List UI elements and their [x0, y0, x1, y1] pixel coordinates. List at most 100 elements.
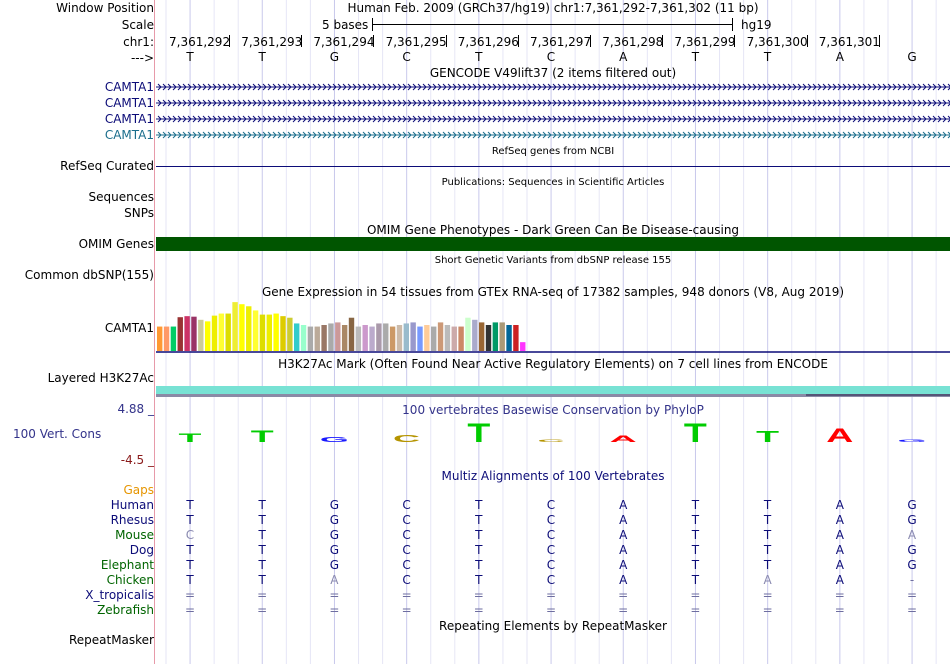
publications-track-label[interactable]: Sequences: [88, 190, 154, 204]
gtex-bar-chart[interactable]: [156, 299, 950, 355]
refseq-gene-line[interactable]: [156, 166, 950, 167]
omim-track-title[interactable]: OMIM Gene Phenotypes - Dark Green Can Be…: [366, 223, 740, 237]
gtex-tissue-bar[interactable]: [369, 326, 375, 351]
multiz-species-label[interactable]: Mouse: [115, 528, 154, 542]
gtex-track-label[interactable]: CAMTA1: [104, 321, 154, 335]
position-tick: [806, 35, 808, 47]
multiz-species-label[interactable]: Rhesus: [110, 513, 154, 527]
gtex-tissue-bar[interactable]: [403, 323, 409, 351]
multiz-species-label[interactable]: Dog: [129, 543, 154, 557]
gencode-gene-label[interactable]: CAMTA1: [104, 96, 154, 110]
gtex-tissue-bar[interactable]: [259, 314, 266, 351]
gtex-tissue-bar[interactable]: [506, 325, 512, 351]
multiz-species-label[interactable]: Human: [110, 498, 154, 512]
gtex-tissue-bar[interactable]: [431, 326, 437, 351]
gtex-tissue-bar[interactable]: [225, 313, 231, 351]
gtex-tissue-bar[interactable]: [437, 322, 444, 351]
conservation-track-title[interactable]: 100 vertebrates Basewise Conservation by…: [402, 403, 704, 417]
gtex-track-title[interactable]: Gene Expression in 54 tissues from GTEx …: [261, 285, 845, 299]
gencode-gene-line[interactable]: [156, 114, 950, 124]
gtex-tissue-bar[interactable]: [328, 323, 334, 351]
gtex-tissue-bar[interactable]: [451, 326, 457, 351]
gtex-tissue-bar[interactable]: [232, 302, 238, 351]
omim-track-label[interactable]: OMIM Genes: [78, 237, 154, 251]
multiz-species-label[interactable]: X_tropicalis: [85, 588, 154, 602]
gencode-gene-label[interactable]: CAMTA1: [104, 80, 154, 94]
conservation-track-label[interactable]: 100 Vert. Cons: [13, 427, 102, 441]
gtex-tissue-bar[interactable]: [389, 326, 396, 351]
gtex-tissue-bar[interactable]: [472, 319, 478, 351]
gtex-tissue-bar[interactable]: [520, 342, 526, 351]
gtex-tissue-bar[interactable]: [417, 326, 423, 351]
gencode-gene-line[interactable]: [156, 82, 950, 92]
gtex-tissue-bar[interactable]: [478, 322, 485, 351]
chrom-label: chr1:: [123, 35, 154, 49]
gtex-tissue-bar[interactable]: [163, 326, 170, 351]
refseq-track-title[interactable]: RefSeq genes from NCBI: [491, 146, 615, 157]
gencode-gene-line[interactable]: [156, 130, 950, 140]
gtex-tissue-bar[interactable]: [280, 316, 286, 351]
gencode-gene-label[interactable]: CAMTA1: [104, 112, 154, 126]
gtex-tissue-bar[interactable]: [355, 326, 362, 351]
h3k27ac-signal-band[interactable]: [156, 386, 950, 394]
gtex-tissue-bar[interactable]: [424, 325, 430, 351]
gencode-gene-line[interactable]: [156, 98, 950, 108]
h3k27ac-track-label[interactable]: Layered H3K27Ac: [47, 371, 154, 385]
gtex-tissue-bar[interactable]: [184, 316, 190, 351]
window-position-label: Window Position: [56, 1, 154, 15]
snps-label[interactable]: SNPs: [124, 206, 154, 220]
gtex-tissue-bar[interactable]: [300, 325, 307, 351]
gtex-tissue-bar[interactable]: [239, 304, 245, 351]
gtex-tissue-bar[interactable]: [252, 310, 259, 351]
repeatmasker-track-title[interactable]: Repeating Elements by RepeatMasker: [439, 619, 667, 633]
gtex-tissue-bar[interactable]: [157, 326, 163, 351]
gtex-tissue-bar[interactable]: [335, 322, 341, 351]
dbsnp-track-title[interactable]: Short Genetic Variants from dbSNP releas…: [434, 255, 672, 266]
refseq-track-label[interactable]: RefSeq Curated: [60, 159, 154, 173]
gtex-tissue-bar[interactable]: [492, 322, 499, 351]
gtex-tissue-bar[interactable]: [246, 306, 252, 351]
gtex-tissue-bar[interactable]: [376, 323, 382, 351]
gtex-tissue-bar[interactable]: [191, 316, 197, 351]
multiz-track-title[interactable]: Multiz Alignments of 100 Vertebrates: [441, 469, 665, 483]
dbsnp-track-label[interactable]: Common dbSNP(155): [24, 268, 154, 282]
multiz-base: A: [619, 528, 628, 542]
gtex-tissue-bar[interactable]: [513, 325, 519, 351]
gtex-tissue-bar[interactable]: [307, 326, 314, 351]
gtex-tissue-bar[interactable]: [211, 315, 218, 351]
gtex-tissue-bar[interactable]: [198, 319, 204, 351]
reference-base: T: [691, 50, 700, 64]
gtex-tissue-bar[interactable]: [177, 317, 183, 351]
multiz-species-label[interactable]: Chicken: [106, 573, 154, 587]
gtex-tissue-bar[interactable]: [294, 323, 300, 351]
gtex-tissue-bar[interactable]: [287, 317, 293, 351]
gtex-tissue-bar[interactable]: [273, 313, 279, 351]
gtex-tissue-bar[interactable]: [410, 322, 416, 351]
gtex-tissue-bar[interactable]: [499, 322, 505, 351]
publications-track-title[interactable]: Publications: Sequences in Scientific Ar…: [441, 177, 665, 188]
gtex-tissue-bar[interactable]: [314, 326, 320, 351]
omim-gene-bar[interactable]: [156, 237, 950, 251]
gtex-tissue-bar[interactable]: [341, 325, 348, 351]
gtex-tissue-bar[interactable]: [465, 317, 471, 351]
repeatmasker-track-label[interactable]: RepeatMasker: [68, 633, 154, 647]
gtex-tissue-bar[interactable]: [362, 325, 368, 351]
gtex-tissue-bar[interactable]: [444, 325, 451, 351]
gtex-tissue-bar[interactable]: [218, 313, 225, 351]
gtex-tissue-bar[interactable]: [204, 321, 211, 351]
gtex-tissue-bar[interactable]: [266, 314, 272, 351]
gtex-tissue-bar[interactable]: [321, 325, 327, 351]
gtex-tissue-bar[interactable]: [396, 325, 403, 351]
gencode-track-title[interactable]: GENCODE V49lift37 (2 items filtered out): [429, 66, 677, 80]
multiz-species-label[interactable]: Elephant: [100, 558, 154, 572]
h3k27ac-track-title[interactable]: H3K27Ac Mark (Often Found Near Active Re…: [278, 357, 828, 371]
gtex-tissue-bar[interactable]: [383, 323, 389, 351]
multiz-species-label[interactable]: Zebrafish: [97, 603, 154, 617]
gtex-tissue-bar[interactable]: [170, 326, 177, 351]
gtex-tissue-bar[interactable]: [348, 317, 355, 351]
gtex-tissue-bar[interactable]: [458, 326, 464, 351]
gencode-gene-label[interactable]: CAMTA1: [104, 128, 154, 142]
gtex-tissue-bar[interactable]: [485, 325, 492, 351]
